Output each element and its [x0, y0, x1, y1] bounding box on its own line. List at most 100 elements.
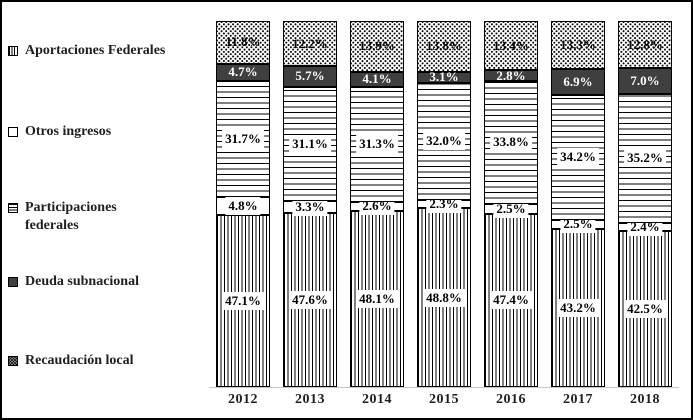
data-label-aportaciones-federales-2017: 43.2% [557, 298, 599, 317]
bar-2018: 42.5% 2.4% 35.2% 7.0% 12.8% [618, 21, 672, 387]
segment-otros-ingresos-2015: 2.3% [417, 195, 471, 214]
bars: 47.1% 4.8% 31.7% 4.7% 11.8% 47.6% 3.3% 31.1% 5.7… [216, 2, 672, 387]
data-label-deuda-subnacional-2012: 4.7% [228, 64, 258, 80]
segment-otros-ingresos-2018: 2.4% [618, 218, 672, 236]
x-axis-label-2015: 2015 [429, 392, 459, 407]
data-label-deuda-subnacional-2014: 4.1% [362, 71, 392, 87]
data-label-aportaciones-federales-2014: 48.1% [356, 290, 398, 308]
segment-participaciones-federales-2015: 32.0% [417, 82, 471, 201]
legend-item-recaudacion-local: Recaudación local [8, 352, 134, 370]
x-axis-label-2012: 2012 [228, 392, 258, 407]
legend-item-participaciones-federales: Participaciones federales [8, 199, 143, 235]
segment-otros-ingresos-2012: 4.8% [216, 196, 270, 215]
bar-2012: 47.1% 4.8% 31.7% 4.7% 11.8% [216, 20, 270, 387]
bar-2016: 47.4% 2.5% 33.8% 2.8% 13.4% [484, 21, 538, 387]
horizontal-stripes-swatch-icon [8, 203, 18, 213]
legend-label-recaudacion-local: Recaudación local [25, 353, 134, 368]
segment-otros-ingresos-2017: 2.5% [551, 215, 605, 234]
segment-otros-ingresos-2016: 2.5% [484, 199, 538, 218]
x-axis-label-2014: 2014 [362, 392, 392, 407]
legend-label-deuda-subnacional: Deuda subnacional [25, 274, 139, 289]
segment-deuda-subnacional-2014: 4.1% [350, 71, 404, 87]
data-label-otros-ingresos-2014: 2.6% [359, 197, 395, 216]
segment-deuda-subnacional-2017: 6.9% [551, 69, 605, 95]
data-label-aportaciones-federales-2013: 47.6% [289, 290, 331, 309]
data-label-otros-ingresos-2012: 4.8% [225, 196, 261, 215]
legend: Aportaciones Federales Otros ingresos Part… [2, 2, 207, 418]
data-label-deuda-subnacional-2017: 6.9% [563, 73, 593, 89]
segment-recaudacion-local-2013: 12.2% [283, 21, 337, 67]
segment-recaudacion-local-2014: 13.9% [350, 21, 404, 72]
data-label-recaudacion-local-2017: 13.3% [560, 36, 596, 52]
data-label-recaudacion-local-2012: 11.8% [225, 34, 261, 50]
data-label-otros-ingresos-2017: 2.5% [560, 215, 596, 234]
segment-deuda-subnacional-2013: 5.7% [283, 66, 337, 87]
segment-aportaciones-federales-2013: 47.6% [283, 212, 337, 387]
data-label-participaciones-federales-2018: 35.2% [624, 149, 666, 168]
segment-aportaciones-federales-2018: 42.5% [618, 231, 672, 387]
legend-label-participaciones-federales: Participaciones federales [25, 200, 117, 233]
bar-2015: 48.8% 2.3% 32.0% 3.1% 13.8% [417, 21, 471, 387]
segment-participaciones-federales-2018: 35.2% [618, 93, 672, 223]
data-label-participaciones-federales-2012: 31.7% [222, 130, 264, 149]
data-label-aportaciones-federales-2018: 42.5% [624, 300, 666, 319]
segment-deuda-subnacional-2012: 4.7% [216, 63, 270, 82]
bar-2017: 43.2% 2.5% 34.2% 6.9% 13.3% [551, 20, 605, 387]
data-label-recaudacion-local-2018: 12.8% [627, 36, 663, 52]
segment-otros-ingresos-2014: 2.6% [350, 197, 404, 216]
solid-dark-swatch-icon [8, 277, 18, 287]
legend-label-aportaciones-federales: Aportaciones Federales [25, 43, 166, 58]
data-label-otros-ingresos-2013: 3.3% [292, 197, 328, 216]
segment-aportaciones-federales-2016: 47.4% [484, 213, 538, 387]
x-axis-label-2018: 2018 [630, 392, 660, 407]
x-axis-label-2016: 2016 [496, 392, 526, 407]
data-label-aportaciones-federales-2015: 48.8% [423, 288, 465, 307]
legend-item-aportaciones-federales: Aportaciones Federales [8, 42, 165, 60]
x-axis-label-2017: 2017 [563, 392, 593, 407]
segment-deuda-subnacional-2018: 7.0% [618, 68, 672, 94]
data-label-otros-ingresos-2016: 2.5% [493, 199, 529, 218]
data-label-recaudacion-local-2014: 13.9% [359, 38, 395, 54]
segment-participaciones-federales-2014: 31.3% [350, 86, 404, 202]
vertical-stripes-swatch-icon [8, 46, 18, 56]
data-label-deuda-subnacional-2015: 3.1% [429, 69, 459, 85]
segment-aportaciones-federales-2015: 48.8% [417, 208, 471, 387]
data-label-participaciones-federales-2016: 33.8% [490, 133, 532, 152]
segment-aportaciones-federales-2014: 48.1% [350, 211, 404, 387]
solid-white-swatch-icon [8, 127, 18, 137]
segment-participaciones-federales-2017: 34.2% [551, 94, 605, 220]
segment-participaciones-federales-2013: 31.1% [283, 86, 337, 201]
data-label-participaciones-federales-2017: 34.2% [557, 148, 599, 167]
segment-recaudacion-local-2015: 13.8% [417, 21, 471, 72]
data-label-recaudacion-local-2013: 12.2% [292, 35, 328, 51]
data-label-participaciones-federales-2014: 31.3% [356, 135, 398, 154]
segment-deuda-subnacional-2016: 2.8% [484, 68, 538, 83]
segment-participaciones-federales-2012: 31.7% [216, 81, 270, 198]
x-axis-label-2013: 2013 [295, 392, 325, 407]
data-label-recaudacion-local-2016: 13.4% [493, 37, 529, 53]
segment-otros-ingresos-2013: 3.3% [283, 197, 337, 216]
data-label-deuda-subnacional-2018: 7.0% [630, 73, 660, 89]
segment-aportaciones-federales-2017: 43.2% [551, 228, 605, 387]
segment-recaudacion-local-2018: 12.8% [618, 21, 672, 69]
legend-label-otros-ingresos: Otros ingresos [25, 124, 112, 139]
data-label-aportaciones-federales-2012: 47.1% [222, 291, 264, 310]
data-label-deuda-subnacional-2016: 2.8% [496, 67, 526, 83]
data-label-participaciones-federales-2015: 32.0% [423, 132, 465, 151]
data-label-deuda-subnacional-2013: 5.7% [295, 68, 325, 84]
data-label-recaudacion-local-2015: 13.8% [426, 38, 462, 54]
data-label-participaciones-federales-2013: 31.1% [289, 134, 331, 153]
segment-recaudacion-local-2017: 13.3% [551, 20, 605, 70]
segment-participaciones-federales-2016: 33.8% [484, 80, 538, 205]
segment-recaudacion-local-2016: 13.4% [484, 21, 538, 71]
x-axis-line [209, 387, 679, 388]
legend-item-otros-ingresos: Otros ingresos [8, 123, 111, 141]
segment-recaudacion-local-2012: 11.8% [216, 20, 270, 64]
bar-2014: 48.1% 2.6% 31.3% 4.1% 13.9% [350, 21, 404, 387]
dots-swatch-icon [8, 356, 18, 366]
segment-deuda-subnacional-2015: 3.1% [417, 69, 471, 85]
bar-2013: 47.6% 3.3% 31.1% 5.7% 12.2% [283, 21, 337, 387]
data-label-aportaciones-federales-2016: 47.4% [490, 291, 532, 310]
segment-aportaciones-federales-2012: 47.1% [216, 214, 270, 387]
